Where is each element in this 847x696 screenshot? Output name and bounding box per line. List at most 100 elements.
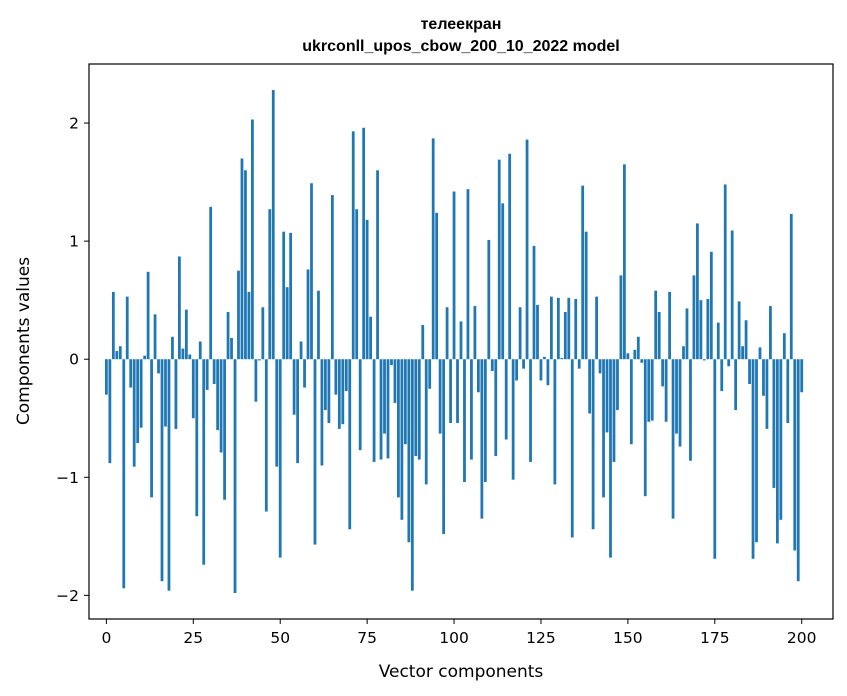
bar (543, 356, 546, 360)
x-tick-label: 100 (439, 629, 469, 647)
bar (470, 359, 473, 460)
bar (511, 359, 515, 480)
bar (410, 359, 414, 591)
bar (643, 359, 647, 497)
bar (330, 195, 334, 360)
bar (459, 321, 463, 360)
bar (188, 354, 192, 360)
bar (240, 158, 244, 360)
bar (132, 359, 136, 467)
bar (324, 359, 327, 410)
bar (706, 298, 710, 360)
bar (157, 359, 160, 374)
bar (104, 359, 108, 395)
bar (184, 309, 188, 360)
chart-title-line-1: телеекран (421, 16, 502, 33)
bar (108, 359, 112, 464)
bar (202, 359, 206, 565)
x-axis-label: Vector components (379, 662, 544, 682)
bar (369, 316, 372, 360)
bar (452, 191, 456, 360)
bar (709, 251, 713, 360)
bar (442, 359, 446, 534)
bar (727, 359, 731, 367)
bar (386, 359, 390, 459)
bar (299, 341, 303, 360)
bar (111, 291, 115, 360)
bar (786, 359, 790, 423)
bar (463, 359, 466, 483)
x-tick-label: 125 (526, 629, 556, 647)
bar (553, 359, 557, 485)
bar (522, 359, 525, 369)
bar (181, 348, 185, 360)
bar (348, 359, 352, 530)
bar (351, 131, 355, 360)
bar (428, 359, 432, 389)
bar (605, 359, 609, 433)
bar (775, 359, 779, 544)
bar (636, 336, 640, 360)
bar (344, 359, 348, 392)
bar (487, 239, 491, 360)
bar (689, 359, 692, 461)
bar (466, 189, 470, 360)
bar (602, 359, 605, 498)
bar (421, 324, 425, 360)
bar (546, 359, 550, 386)
bar (744, 320, 748, 360)
bar (609, 359, 612, 558)
bar (699, 300, 703, 360)
bar (696, 223, 699, 360)
bar (515, 359, 519, 381)
bar (365, 219, 369, 360)
bar (417, 359, 421, 460)
bar (271, 89, 275, 360)
bar (313, 359, 317, 545)
bar (431, 138, 435, 360)
bar (216, 359, 220, 431)
bar (612, 359, 616, 462)
bar (661, 359, 665, 387)
bar (456, 359, 459, 423)
bar (191, 359, 195, 419)
bar (650, 359, 654, 421)
bar (765, 359, 769, 429)
bar (251, 119, 254, 360)
bar (264, 359, 268, 512)
x-tick-label: 25 (183, 629, 203, 647)
bar (567, 297, 571, 360)
bar (393, 359, 397, 403)
bar (490, 359, 494, 372)
bar (616, 359, 619, 410)
bar (160, 359, 164, 582)
bar (671, 359, 675, 519)
bar (223, 359, 226, 500)
bar (400, 359, 404, 520)
bar (254, 359, 258, 402)
bar (769, 306, 772, 360)
bar (574, 298, 578, 360)
bar (657, 311, 661, 360)
x-tick-label: 175 (700, 629, 730, 647)
bar (327, 359, 331, 423)
bar (358, 359, 362, 451)
bars-group (104, 89, 804, 594)
bar (654, 290, 658, 360)
bar (675, 359, 678, 434)
bar (796, 359, 800, 582)
bar (539, 359, 543, 381)
bar (115, 350, 119, 360)
bar (716, 322, 720, 360)
bar (278, 359, 282, 558)
bar (692, 275, 696, 360)
bar (525, 139, 529, 360)
bar (577, 359, 581, 369)
bar (226, 311, 230, 360)
bar (136, 359, 140, 444)
bar (629, 359, 633, 445)
bar (685, 308, 689, 360)
bar (501, 203, 505, 360)
bar (150, 359, 153, 498)
